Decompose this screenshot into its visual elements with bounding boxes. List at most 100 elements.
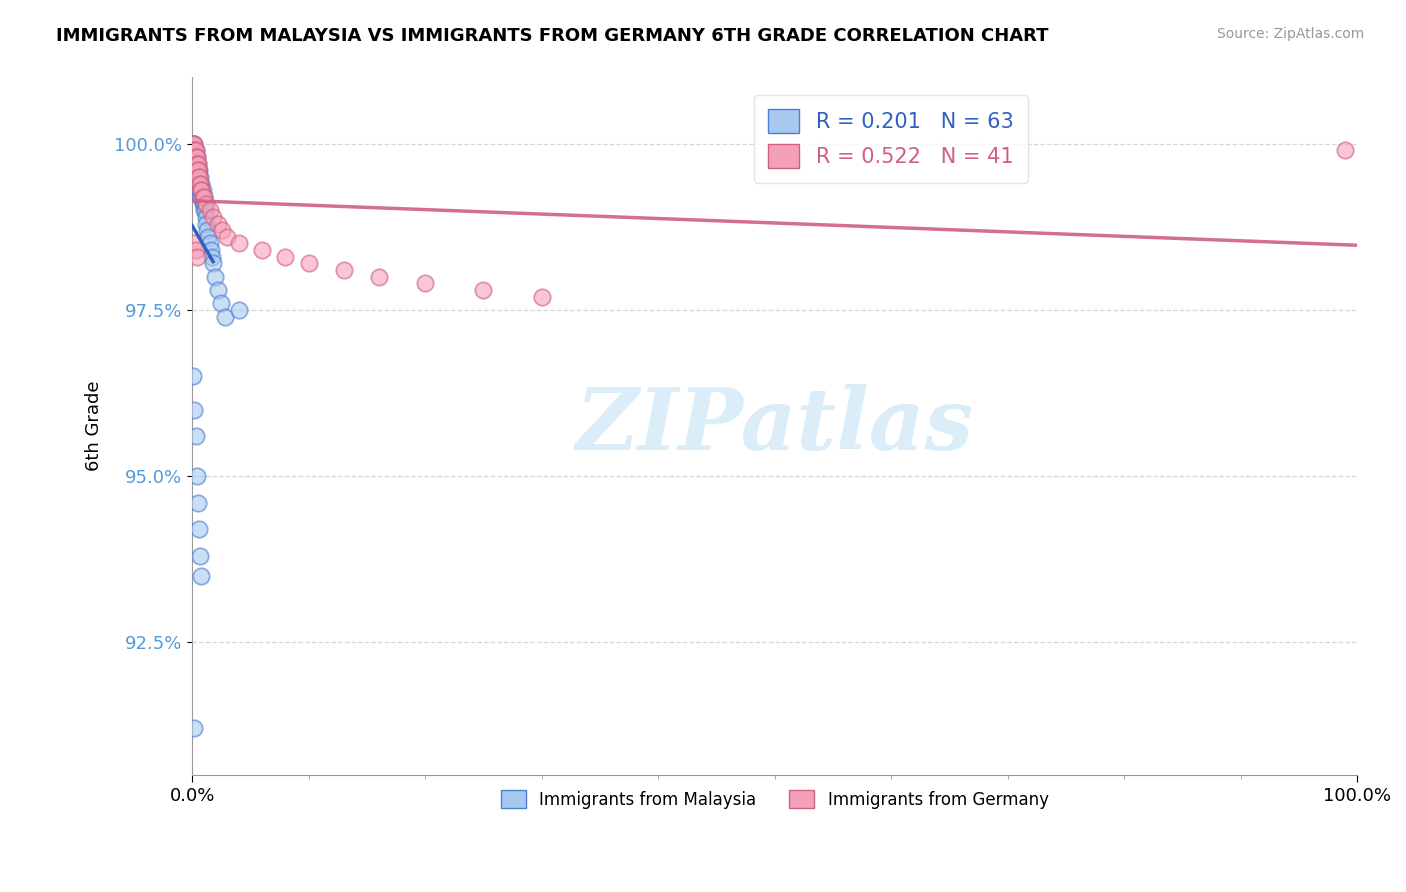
Point <box>190 183 212 197</box>
Point <box>187 157 209 171</box>
Point <box>184 163 207 178</box>
Point <box>190 190 212 204</box>
Text: IMMIGRANTS FROM MALAYSIA VS IMMIGRANTS FROM GERMANY 6TH GRADE CORRELATION CHART: IMMIGRANTS FROM MALAYSIA VS IMMIGRANTS F… <box>56 27 1049 45</box>
Point <box>183 157 205 171</box>
Point <box>187 163 209 178</box>
Point <box>202 256 225 270</box>
Point <box>183 136 205 151</box>
Point <box>188 183 211 197</box>
Point <box>191 183 214 197</box>
Point <box>184 150 207 164</box>
Point <box>183 402 205 417</box>
Point <box>472 283 495 297</box>
Point <box>186 157 208 171</box>
Point <box>187 170 209 185</box>
Point <box>207 283 229 297</box>
Point <box>190 568 212 582</box>
Text: Source: ZipAtlas.com: Source: ZipAtlas.com <box>1216 27 1364 41</box>
Point <box>194 196 217 211</box>
Y-axis label: 6th Grade: 6th Grade <box>86 381 103 471</box>
Point <box>228 302 250 317</box>
Point <box>186 157 208 171</box>
Point <box>201 250 224 264</box>
Point <box>413 277 436 291</box>
Point <box>191 196 214 211</box>
Point <box>183 144 205 158</box>
Point <box>183 722 205 736</box>
Point <box>194 203 217 218</box>
Point <box>298 256 321 270</box>
Point <box>367 269 389 284</box>
Point <box>184 150 207 164</box>
Point <box>193 190 215 204</box>
Point <box>181 136 204 151</box>
Point <box>274 250 297 264</box>
Point <box>195 223 218 237</box>
Legend: Immigrants from Malaysia, Immigrants from Germany: Immigrants from Malaysia, Immigrants fro… <box>494 784 1056 815</box>
Point <box>186 150 208 164</box>
Point <box>184 144 207 158</box>
Point <box>181 136 204 151</box>
Point <box>184 429 207 443</box>
Point <box>181 369 204 384</box>
Point <box>183 136 205 151</box>
Point <box>198 236 221 251</box>
Point <box>195 196 218 211</box>
Point <box>183 144 205 158</box>
Point <box>188 170 211 185</box>
Point <box>207 217 229 231</box>
Point <box>188 177 211 191</box>
Point <box>186 157 208 171</box>
Point <box>191 190 214 204</box>
Point <box>193 196 215 211</box>
Point <box>181 144 204 158</box>
Point <box>183 236 205 251</box>
Point <box>188 177 211 191</box>
Point <box>186 170 208 185</box>
Point <box>184 170 207 185</box>
Point <box>186 250 208 264</box>
Point <box>183 144 205 158</box>
Point <box>332 263 354 277</box>
Point <box>195 210 218 224</box>
Point <box>188 183 211 197</box>
Point <box>186 469 208 483</box>
Point <box>183 150 205 164</box>
Point <box>217 230 239 244</box>
Point <box>184 243 207 257</box>
Point <box>187 163 209 178</box>
Point <box>530 290 553 304</box>
Point <box>198 203 221 218</box>
Point <box>204 269 226 284</box>
Point <box>188 549 211 563</box>
Point <box>1334 144 1357 158</box>
Point <box>181 144 204 158</box>
Point <box>190 177 212 191</box>
Point <box>184 144 207 158</box>
Point <box>184 150 207 164</box>
Text: ZIPatlas: ZIPatlas <box>575 384 973 468</box>
Point <box>188 170 211 185</box>
Point <box>211 223 233 237</box>
Point <box>188 177 211 191</box>
Point <box>193 190 215 204</box>
Point <box>186 150 208 164</box>
Point <box>187 183 209 197</box>
Point <box>188 170 211 185</box>
Point <box>202 210 225 224</box>
Point <box>184 157 207 171</box>
Point <box>228 236 250 251</box>
Point <box>195 217 218 231</box>
Point <box>250 243 273 257</box>
Point <box>193 203 215 218</box>
Point <box>214 310 236 324</box>
Point <box>181 136 204 151</box>
Point <box>197 230 219 244</box>
Point <box>188 170 211 185</box>
Point <box>190 183 212 197</box>
Point <box>188 177 211 191</box>
Point <box>183 144 205 158</box>
Point <box>186 163 208 178</box>
Point <box>209 296 232 310</box>
Point <box>200 243 222 257</box>
